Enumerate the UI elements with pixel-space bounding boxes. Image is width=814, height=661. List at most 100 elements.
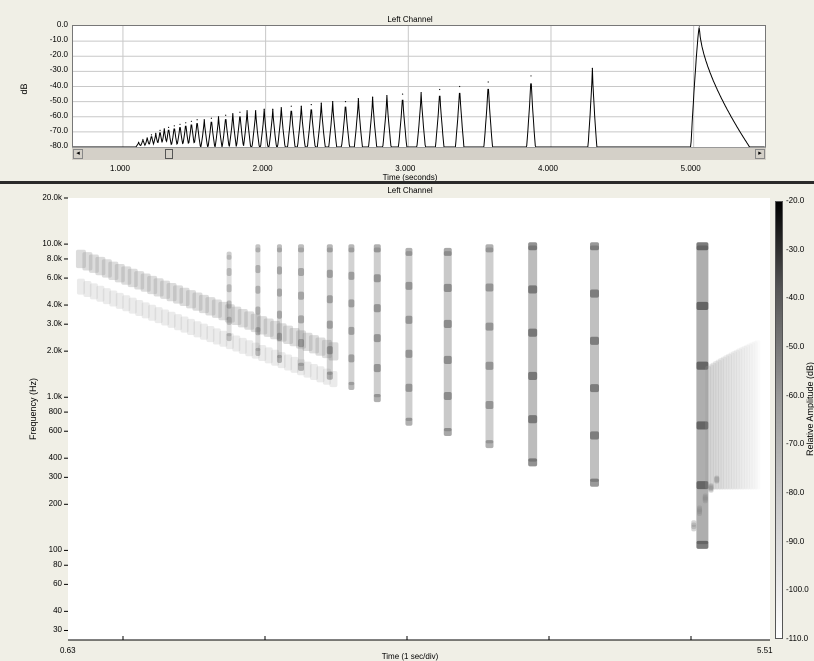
spectrogram-band	[270, 320, 281, 340]
waveform-peak	[210, 117, 212, 119]
spectrogram-band	[296, 330, 307, 349]
colorbar-tick-label: -100.0	[786, 585, 809, 595]
spectrogram-harmonic	[255, 306, 261, 315]
spectrogram-ytick-label: 80	[53, 560, 62, 570]
spectrogram-band	[153, 278, 164, 297]
spectrogram-harmonic	[226, 284, 232, 293]
spectrogram-harmonic	[590, 478, 599, 487]
spectrogram-band	[154, 307, 163, 324]
spectrogram-tail	[743, 344, 750, 490]
spectrogram-tail	[736, 348, 743, 490]
spectrogram-harmonic	[443, 319, 452, 328]
spectrogram-ytick-label: 30	[53, 625, 62, 635]
spectrogram-harmonic	[528, 328, 538, 337]
spectrogram-harmonic	[348, 381, 355, 390]
spectrogram-harmonic	[443, 355, 452, 365]
spectrogram-band	[232, 335, 241, 352]
waveform-peak	[320, 102, 322, 104]
waveform-xtick-label: 1.000	[109, 164, 130, 173]
spectrogram-harmonic	[373, 364, 381, 373]
waveform-peak	[185, 122, 187, 124]
colorbar-tick-label: -80.0	[786, 488, 805, 497]
spectrogram-band	[302, 332, 313, 352]
spectrogram-tail	[751, 341, 758, 490]
spectrogram-harmonic	[226, 267, 232, 277]
spectrogram-tail	[705, 365, 712, 490]
spectrogram-harmonic	[298, 291, 305, 300]
waveform-xlabel: Time (seconds)	[382, 173, 438, 182]
spectrogram-note-column	[298, 247, 305, 366]
panel-divider[interactable]	[0, 181, 814, 184]
spectrogram-harmonic	[326, 269, 333, 278]
colorbar-label: Relative Amplitude (dB)	[805, 361, 814, 457]
waveform-peak	[530, 75, 532, 77]
scrollbar-thumb[interactable]	[165, 149, 173, 159]
scroll-right-button[interactable]: ▸	[755, 149, 765, 159]
spectrogram-harmonic	[528, 415, 538, 424]
colorbar-tick-label: -20.0	[786, 196, 805, 205]
spectrogram-harmonic	[326, 346, 333, 355]
spectrogram-low-blob	[714, 475, 720, 483]
waveform-ylabel: dB	[19, 83, 29, 95]
spectrogram-band	[283, 325, 294, 344]
spectrogram-tail	[731, 351, 738, 490]
scroll-left-button[interactable]: ◂	[73, 149, 83, 159]
spectrogram-low-blob	[697, 509, 703, 516]
spectrogram-harmonic	[485, 244, 494, 253]
spectrogram-band	[160, 280, 171, 299]
spectrogram-harmonic	[373, 244, 381, 253]
spectrogram-band	[89, 283, 98, 300]
spectrogram-low-blob	[697, 507, 703, 514]
waveform-peak	[179, 123, 181, 125]
spectrogram-band	[192, 292, 203, 311]
spectrogram-harmonic	[443, 391, 452, 401]
spectrogram-harmonic	[590, 384, 599, 393]
spectrogram-harmonic	[276, 244, 282, 253]
spectrogram-ytick-label: 40	[53, 606, 62, 616]
waveform-peak	[163, 128, 165, 130]
spectrogram-tail	[738, 347, 745, 490]
spectrogram-band	[238, 337, 247, 354]
spectrogram-band	[328, 342, 339, 361]
spectrogram-note-column	[405, 251, 413, 421]
spectrogram-harmonic	[255, 347, 261, 356]
spectrogram-band	[276, 323, 287, 342]
spectrogram-ytick-label: 100	[48, 545, 62, 555]
spectrogram-harmonic	[348, 299, 355, 308]
spectrogram-harmonic	[255, 285, 261, 294]
spectrogram-tail	[754, 340, 760, 489]
spectrogram-harmonic	[348, 326, 355, 335]
spectrogram-harmonic	[405, 315, 413, 324]
spectrogram-harmonic	[485, 283, 494, 292]
waveform-ytick-label: -60.0	[49, 110, 68, 120]
spectrogram-low-blob	[702, 495, 708, 502]
spectrogram-harmonic	[298, 244, 305, 253]
spectrogram-harmonic	[405, 247, 413, 256]
waveform-scrollbar[interactable]: ◂ ▸	[72, 147, 766, 160]
waveform-peak	[591, 67, 593, 69]
spectrogram-tail	[728, 352, 735, 490]
waveform-peak	[487, 81, 489, 83]
spectrogram-harmonic	[696, 301, 709, 310]
waveform-peak	[173, 125, 175, 127]
spectrogram-note-column	[696, 245, 709, 545]
waveform-peak	[232, 113, 234, 115]
spectrogram-band	[128, 297, 137, 314]
spectrogram-harmonic	[443, 247, 452, 256]
spectrogram-title: Left Channel	[387, 186, 433, 195]
spectrogram-harmonic	[348, 271, 355, 280]
spectrogram-tail	[720, 356, 727, 490]
spectrogram-ytick-label: 800	[48, 407, 62, 417]
colorbar-tick-label: -70.0	[786, 439, 805, 449]
spectrogram-harmonic	[348, 354, 355, 363]
spectrogram-band	[258, 344, 267, 362]
spectrogram-ytick-label: 2.0k	[46, 346, 62, 356]
waveform-peak	[357, 98, 359, 100]
spectrogram-harmonic	[528, 242, 538, 251]
spectrogram-band	[96, 285, 105, 302]
spectrogram-ytick-label: 6.0k	[46, 273, 62, 283]
waveform-peak	[217, 116, 220, 118]
spectrogram-band	[148, 304, 157, 321]
spectrogram-band	[108, 261, 119, 280]
spectrogram-ytick-label: 8.0k	[46, 253, 62, 263]
